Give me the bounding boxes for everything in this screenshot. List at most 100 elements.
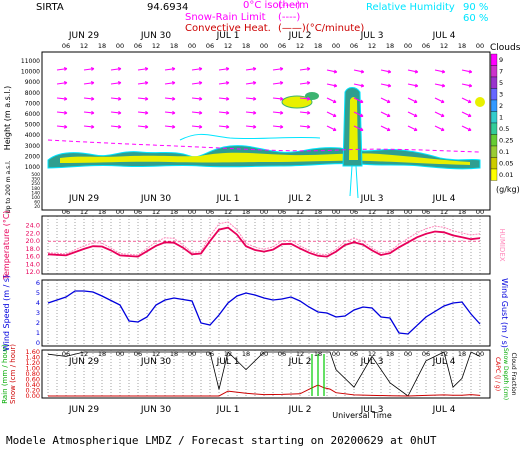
temperature-tick-label: 14.0 (26, 260, 40, 268)
wind-arrow-shaft (110, 82, 121, 85)
hour-tick-label: 00 (476, 350, 484, 358)
wind-arrow-shaft (299, 111, 311, 114)
wind-arrow-shaft (434, 111, 445, 117)
wind-arrow-head (360, 69, 365, 74)
legend-isotherm-label: 0°C isotherm (243, 0, 309, 11)
wind-arrow-shaft (326, 83, 337, 87)
wind-tick-label: 3 (36, 309, 40, 317)
wind-arrow (380, 69, 392, 74)
hour-tick-label: 06 (62, 350, 70, 358)
colorbar-swatch (490, 111, 498, 124)
day-label: JUL 3 (360, 194, 384, 204)
wind-arrow (191, 124, 203, 129)
wind-arrow-head (117, 124, 122, 129)
wind-arrow (461, 97, 472, 104)
wind-arrow-head (387, 83, 392, 88)
colorbar-swatch (490, 76, 498, 89)
wind-arrow-shaft (164, 97, 176, 100)
wind-arrow-shaft (164, 68, 175, 71)
wind-arrow (326, 111, 337, 118)
wind-arrow (245, 81, 257, 85)
wind-arrow-head (279, 124, 284, 129)
wind-arrow (164, 67, 176, 71)
wind-arrow-head (63, 124, 68, 129)
wind-arrow (191, 67, 203, 71)
precip-tick-label: 1.00 (26, 365, 40, 373)
hour-tick-label: 18 (314, 42, 322, 50)
wind-arrow-shaft (299, 68, 310, 71)
wind-arrow-shaft (434, 83, 445, 87)
day-label: JUL 1 (216, 194, 240, 204)
wind-arrow (110, 110, 122, 115)
wind-arrow (434, 125, 445, 132)
temperature-ylabel: Temperature (°C) (2, 210, 11, 280)
convective-tower-core (349, 97, 358, 160)
wind-arrow (299, 67, 311, 71)
hour-tick-label: 00 (260, 350, 268, 358)
colorbar-swatch (490, 122, 498, 135)
hour-tick-label: 00 (332, 350, 340, 358)
height-tick-label-low: 100 (31, 195, 40, 201)
colorbar-label: 2 (499, 102, 503, 110)
hour-tick-label: 18 (98, 42, 106, 50)
wind-arrow-shaft (353, 97, 364, 103)
wind-arrow (353, 111, 364, 118)
wind-arrow-head (225, 67, 230, 71)
wind-arrow (434, 83, 446, 88)
wind-arrow (326, 125, 337, 132)
wind-arrow-head (359, 113, 364, 118)
colorbar-unit: (g/kg) (496, 185, 520, 194)
wind-arrow (353, 125, 364, 132)
wind-arrow-head (252, 96, 257, 101)
legend-isotherm-style: (----) (278, 0, 300, 11)
wind-arrow (326, 83, 338, 88)
wind-arrow (407, 111, 418, 118)
wind-arrow-shaft (434, 97, 445, 103)
hour-tick-label: 12 (296, 208, 304, 216)
day-label: JUL 1 (216, 31, 240, 41)
wind-arrow (56, 67, 68, 71)
wind-arrow-shaft (137, 125, 149, 128)
wind-arrow-head (198, 81, 203, 85)
legend-rh-90: 90 % (463, 2, 488, 13)
wind-arrow (299, 96, 311, 101)
wind-arrow-head (171, 67, 176, 71)
wind-arrow-shaft (299, 82, 310, 85)
wind-arrow (380, 111, 391, 118)
hour-tick-label: 18 (242, 350, 250, 358)
wind-arrow-shaft (83, 82, 94, 85)
wind-arrow-head (198, 124, 203, 129)
colorbar-swatch (490, 168, 498, 181)
wind-arrow (218, 96, 230, 101)
rain-ylabel: Rain (mm / hour) (1, 344, 9, 404)
hour-tick-label: 18 (458, 208, 466, 216)
hour-tick-label: 06 (278, 350, 286, 358)
height-tick-label: 9000 (25, 79, 40, 86)
wind-arrow (164, 124, 176, 129)
height-tick-label: 5000 (25, 122, 40, 129)
wind-arrow-head (413, 99, 418, 104)
wind-arrow-head (332, 113, 337, 118)
precip-tick-label: 1.40 (26, 354, 40, 362)
wind-arrow-shaft (272, 68, 283, 71)
wind-arrow-shaft (137, 111, 149, 114)
wind-arrow-head (198, 110, 203, 115)
wind-arrow-head (468, 83, 473, 88)
wind-arrow (218, 124, 230, 129)
wind-arrow (191, 96, 203, 101)
wind-arrow-head (360, 83, 365, 88)
wind-arrow-shaft (83, 68, 94, 71)
colorbar-label: 3 (499, 91, 503, 99)
wind-arrow-shaft (218, 111, 230, 114)
day-label: JUN 30 (140, 194, 172, 204)
height-tick-label: 3000 (25, 143, 40, 150)
wind-arrow-shaft (245, 111, 257, 114)
wind-arrow-shaft (272, 97, 284, 100)
hour-tick-label: 18 (386, 42, 394, 50)
temperature-line (47, 226, 481, 258)
wind-arrow-head (171, 124, 176, 129)
wind-arrow-head (225, 81, 230, 85)
wind-arrow-head (225, 96, 230, 101)
